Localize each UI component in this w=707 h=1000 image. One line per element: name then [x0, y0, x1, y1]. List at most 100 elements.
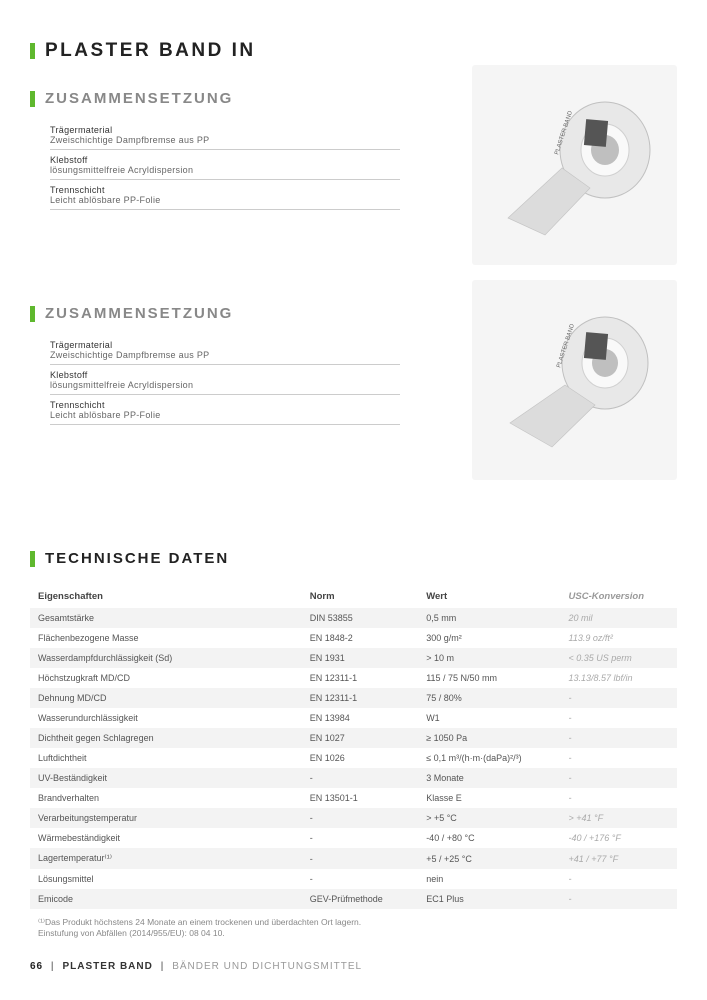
table-cell: ≥ 1050 Pa	[418, 728, 560, 748]
col-header: Norm	[302, 585, 418, 608]
table-cell: -	[302, 848, 418, 869]
table-cell: -	[561, 688, 677, 708]
col-header: Wert	[418, 585, 560, 608]
table-row: Verarbeitungstemperatur-> +5 °C> +41 °F	[30, 808, 677, 828]
composition-item: Trägermaterial Zweischichtige Dampfbrems…	[50, 335, 400, 365]
page-title: PLASTER BAND IN	[45, 40, 256, 62]
table-cell: EN 1027	[302, 728, 418, 748]
composition-item: Trägermaterial Zweischichtige Dampfbrems…	[50, 120, 400, 150]
comp-value: lösungsmittelfreie Acryldispersion	[50, 380, 400, 390]
composition-item: Klebstoff lösungsmittelfreie Acryldisper…	[50, 150, 400, 180]
table-cell: +5 / +25 °C	[418, 848, 560, 869]
section-heading-text: ZUSAMMENSETZUNG	[45, 305, 233, 322]
table-cell: EC1 Plus	[418, 889, 560, 909]
composition-section-2: ZUSAMMENSETZUNG Trägermaterial Zweischic…	[30, 305, 677, 485]
tape-roll-icon: PLASTER BAND	[490, 305, 660, 455]
accent-bar-icon	[30, 43, 35, 59]
table-cell: W1	[418, 708, 560, 728]
table-row: WasserundurchlässigkeitEN 13984W1-	[30, 708, 677, 728]
table-cell: Wärmebeständigkeit	[30, 828, 302, 848]
table-cell: > +5 °C	[418, 808, 560, 828]
table-cell: Wasserundurchlässigkeit	[30, 708, 302, 728]
table-cell: 0,5 mm	[418, 608, 560, 628]
comp-value: Leicht ablösbare PP-Folie	[50, 410, 400, 420]
table-cell: EN 13501-1	[302, 788, 418, 808]
composition-item: Trennschicht Leicht ablösbare PP-Folie	[50, 395, 400, 425]
table-cell: Dichtheit gegen Schlagregen	[30, 728, 302, 748]
table-cell: -	[302, 869, 418, 889]
table-cell: > +41 °F	[561, 808, 677, 828]
table-cell: < 0.35 US perm	[561, 648, 677, 668]
comp-value: Zweischichtige Dampfbremse aus PP	[50, 135, 400, 145]
table-cell: Verarbeitungstemperatur	[30, 808, 302, 828]
table-cell: Brandverhalten	[30, 788, 302, 808]
table-row: EmicodeGEV-PrüfmethodeEC1 Plus-	[30, 889, 677, 909]
table-cell: -	[302, 828, 418, 848]
comp-value: lösungsmittelfreie Acryldispersion	[50, 165, 400, 175]
section-heading-text: TECHNISCHE DATEN	[45, 550, 229, 567]
table-footnote: ⁽¹⁾Das Produkt höchstens 24 Monate an ei…	[30, 913, 677, 944]
footer-product: PLASTER BAND	[63, 961, 153, 972]
table-cell: EN 1931	[302, 648, 418, 668]
table-cell: -	[561, 748, 677, 768]
table-row: Wärmebeständigkeit--40 / +80 °C-40 / +17…	[30, 828, 677, 848]
table-cell: EN 1848-2	[302, 628, 418, 648]
table-cell: > 10 m	[418, 648, 560, 668]
table-cell: -	[302, 768, 418, 788]
table-cell: -40 / +80 °C	[418, 828, 560, 848]
table-cell: UV-Beständigkeit	[30, 768, 302, 788]
table-cell: Lagertemperatur⁽¹⁾	[30, 848, 302, 869]
page-footer: 66 | PLASTER BAND | BÄNDER UND DICHTUNGS…	[30, 961, 362, 972]
composition-section-1: ZUSAMMENSETZUNG Trägermaterial Zweischic…	[30, 90, 677, 270]
table-cell: -	[561, 889, 677, 909]
comp-value: Zweischichtige Dampfbremse aus PP	[50, 350, 400, 360]
table-row: LuftdichtheitEN 1026≤ 0,1 m³/(h·m·(daPa)…	[30, 748, 677, 768]
table-cell: Lösungsmittel	[30, 869, 302, 889]
tape-roll-icon: PLASTER BAND	[490, 90, 660, 240]
page-number: 66	[30, 961, 43, 972]
composition-list: Trägermaterial Zweischichtige Dampfbrems…	[50, 120, 400, 210]
table-cell: 300 g/m²	[418, 628, 560, 648]
table-cell: -	[561, 768, 677, 788]
table-cell: nein	[418, 869, 560, 889]
table-cell: -	[561, 708, 677, 728]
table-cell: Dehnung MD/CD	[30, 688, 302, 708]
footnote-line: ⁽¹⁾Das Produkt höchstens 24 Monate an ei…	[38, 917, 669, 928]
table-cell: EN 1026	[302, 748, 418, 768]
product-image: PLASTER BAND	[472, 280, 677, 480]
table-cell: -	[302, 808, 418, 828]
table-row: GesamtstärkeDIN 538550,5 mm20 mil	[30, 608, 677, 628]
table-cell: Höchstzugkraft MD/CD	[30, 668, 302, 688]
footer-separator: |	[51, 961, 55, 972]
col-header: Eigenschaften	[30, 585, 302, 608]
table-row: BrandverhaltenEN 13501-1Klasse E-	[30, 788, 677, 808]
accent-bar-icon	[30, 306, 35, 322]
table-row: Dehnung MD/CDEN 12311-175 / 80%-	[30, 688, 677, 708]
table-row: Flächenbezogene MasseEN 1848-2300 g/m²11…	[30, 628, 677, 648]
table-row: UV-Beständigkeit-3 Monate-	[30, 768, 677, 788]
table-row: Lagertemperatur⁽¹⁾-+5 / +25 °C+41 / +77 …	[30, 848, 677, 869]
table-cell: 20 mil	[561, 608, 677, 628]
composition-list: Trägermaterial Zweischichtige Dampfbrems…	[50, 335, 400, 425]
table-cell: -40 / +176 °F	[561, 828, 677, 848]
table-cell: Klasse E	[418, 788, 560, 808]
comp-value: Leicht ablösbare PP-Folie	[50, 195, 400, 205]
footer-category: BÄNDER UND DICHTUNGSMITTEL	[172, 961, 362, 972]
table-cell: EN 12311-1	[302, 688, 418, 708]
table-cell: EN 13984	[302, 708, 418, 728]
comp-label: Trägermaterial	[50, 340, 400, 350]
page-title-block: PLASTER BAND IN	[30, 40, 677, 62]
col-header: USC-Konversion	[561, 585, 677, 608]
footer-separator: |	[161, 961, 165, 972]
table-row: Höchstzugkraft MD/CDEN 12311-1115 / 75 N…	[30, 668, 677, 688]
composition-item: Trennschicht Leicht ablösbare PP-Folie	[50, 180, 400, 210]
product-image: PLASTER BAND	[472, 65, 677, 265]
table-cell: +41 / +77 °F	[561, 848, 677, 869]
comp-label: Klebstoff	[50, 155, 400, 165]
footnote-line: Einstufung von Abfällen (2014/955/EU): 0…	[38, 928, 669, 939]
table-cell: DIN 53855	[302, 608, 418, 628]
table-cell: -	[561, 788, 677, 808]
table-cell: 115 / 75 N/50 mm	[418, 668, 560, 688]
table-cell: Wasserdampfdurchlässigkeit (Sd)	[30, 648, 302, 668]
comp-label: Trägermaterial	[50, 125, 400, 135]
